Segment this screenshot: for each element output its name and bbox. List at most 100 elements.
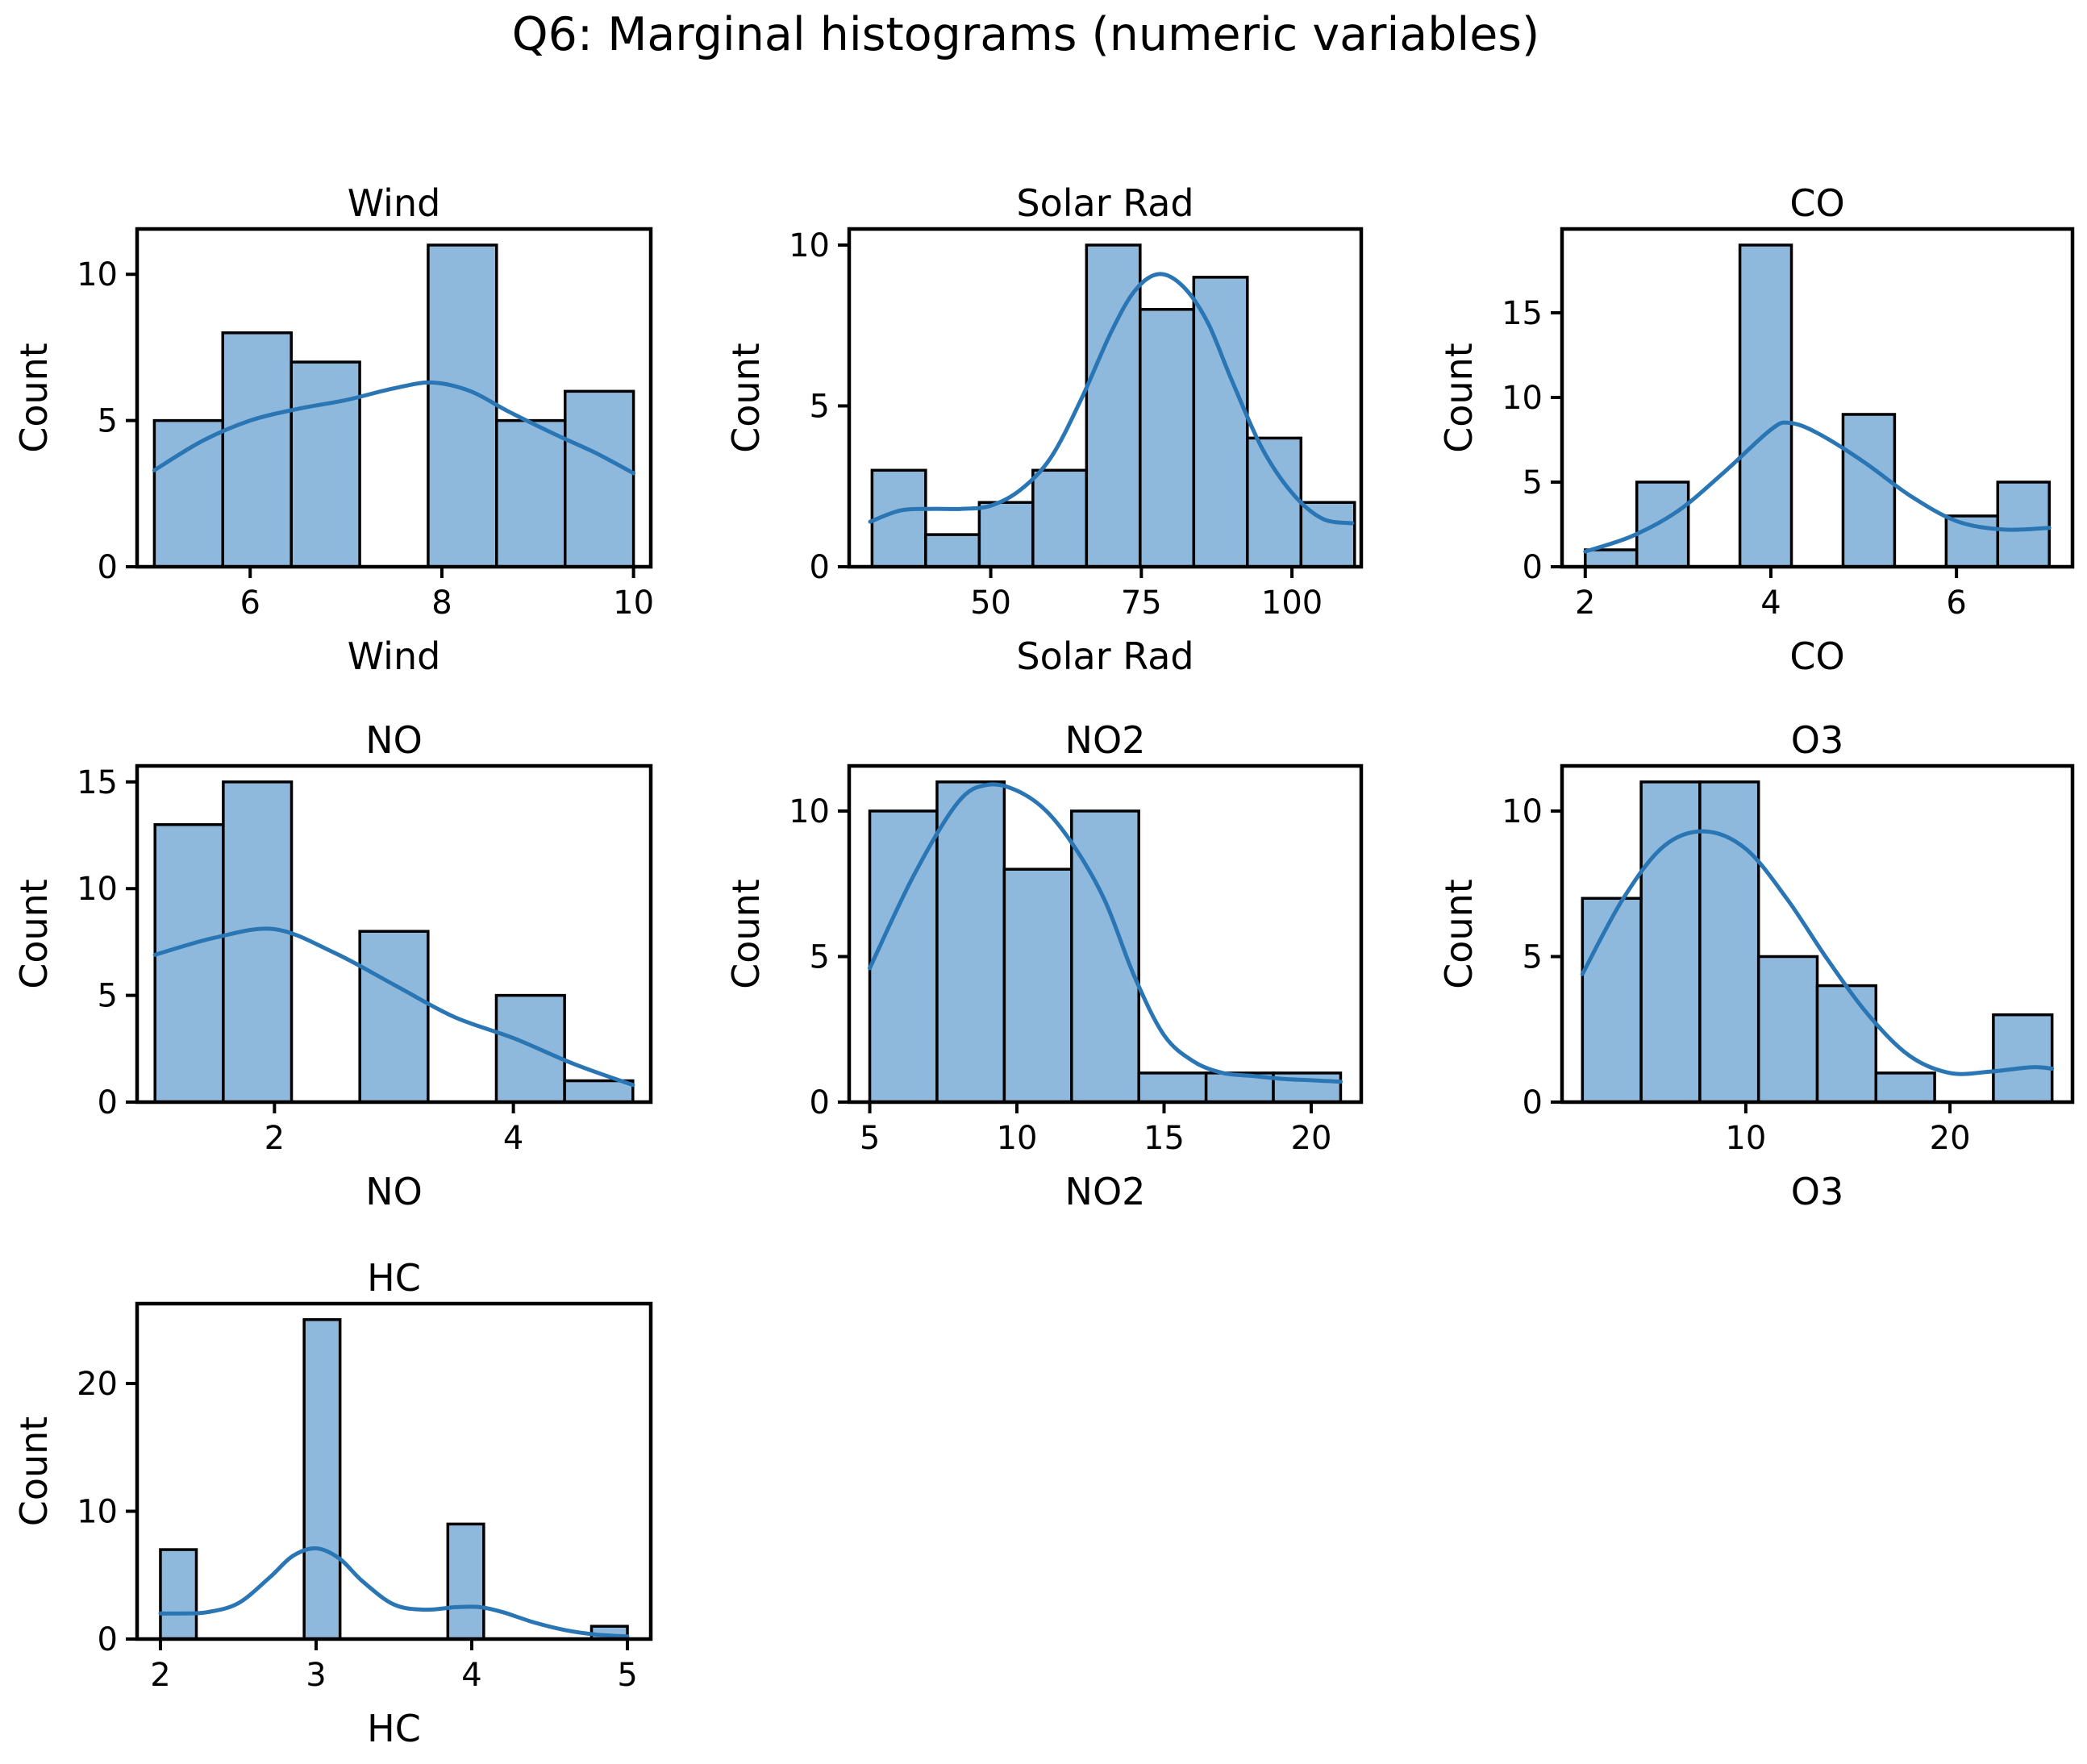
y-tick-label: 15	[1502, 295, 1543, 332]
histogram-bar	[924, 533, 981, 568]
histogram-bar	[1635, 481, 1690, 568]
histogram-bar	[153, 823, 225, 1104]
subplot-o3: 10 20 0 5 10 O3 O3 Count	[1437, 718, 2075, 1213]
histogram-bar	[1992, 1013, 2054, 1104]
histogram-bar	[1639, 780, 1702, 1104]
axes-frame	[847, 763, 1364, 1105]
histogram-bar	[1756, 955, 1819, 1104]
y-axis-label: Count	[1437, 879, 1481, 989]
y-tick-label: 0	[98, 1621, 118, 1658]
x-tick-label: 2	[1575, 585, 1595, 622]
subplot-wind: 6 8 10 0 5 10 Wind Wind Count	[12, 181, 654, 678]
subplot-title: NO	[365, 718, 423, 762]
subplot-title: NO2	[1065, 718, 1146, 762]
x-tick-label: 10	[997, 1120, 1038, 1157]
y-tick-label: 5	[98, 978, 118, 1015]
axes-frame	[847, 227, 1364, 569]
histogram-bar	[290, 360, 361, 568]
histogram-bar	[358, 930, 430, 1104]
histogram-bar	[1581, 897, 1643, 1104]
histogram-bar	[935, 780, 1006, 1104]
kde-curve	[158, 1546, 630, 1639]
histogram-bar	[152, 418, 224, 568]
x-tick-label: 75	[1121, 585, 1162, 622]
kde-curve	[1580, 829, 2055, 1076]
subplot-no: 2 4 0 5 10 15 NO NO Count	[12, 718, 653, 1213]
histogram-bar	[1002, 867, 1073, 1104]
x-tick-label: 50	[970, 585, 1011, 622]
y-axis-label: Count	[724, 879, 768, 989]
figure-title: Q6: Marginal histograms (numeric variabl…	[512, 8, 1539, 61]
y-axis-label: Count	[12, 1417, 56, 1527]
x-tick-label: 4	[503, 1120, 523, 1157]
x-tick-label: 2	[150, 1657, 170, 1694]
y-tick-label: 0	[1523, 549, 1543, 586]
x-tick-label: 2	[265, 1120, 285, 1157]
subplot-title: HC	[367, 1256, 421, 1300]
histogram-bar	[1031, 468, 1089, 568]
y-tick-label: 5	[98, 403, 118, 440]
y-axis-label: Count	[724, 343, 768, 453]
histogram-bar	[563, 1079, 635, 1104]
x-tick-label: 6	[1946, 585, 1966, 622]
y-tick-label: 10	[77, 1494, 118, 1531]
axes-frame	[135, 1301, 653, 1641]
histogram-bar	[1738, 243, 1793, 568]
x-tick-label: 3	[306, 1657, 326, 1694]
y-tick-label: 0	[810, 1084, 830, 1121]
histogram-bar	[302, 1318, 342, 1641]
x-tick-label: 5	[617, 1657, 637, 1694]
histogram-bar	[446, 1522, 485, 1641]
histogram-bar	[1815, 984, 1878, 1104]
y-tick-label: 10	[77, 256, 118, 293]
kde-curve	[1583, 420, 2052, 554]
subplot-solar-rad: 50 75 100 0 5 10 Solar Rad Solar Rad Count	[724, 181, 1364, 678]
y-tick-label: 10	[789, 227, 830, 264]
histogram-bar	[1584, 548, 1639, 568]
y-tick-label: 5	[810, 388, 830, 425]
kde-curve	[152, 926, 635, 1088]
histogram-bar	[159, 1548, 198, 1641]
y-tick-label: 0	[810, 549, 830, 586]
histogram-bar	[1246, 436, 1303, 568]
x-tick-label: 15	[1143, 1120, 1185, 1157]
histogram-bar	[977, 501, 1035, 568]
y-tick-label: 10	[77, 871, 118, 908]
histogram-bar	[427, 243, 498, 568]
histogram-bar	[1996, 481, 2051, 568]
y-tick-label: 0	[1523, 1084, 1543, 1121]
subplot-title: Solar Rad	[1016, 181, 1193, 225]
subplot-hc: 2 3 4 5 0 10 20 HC HC Count	[12, 1256, 653, 1750]
x-axis-label: NO	[365, 1170, 423, 1213]
y-tick-label: 5	[1523, 464, 1543, 501]
y-tick-label: 5	[1523, 938, 1543, 976]
y-tick-label: 20	[77, 1366, 118, 1403]
y-tick-label: 0	[98, 549, 118, 586]
histogram-bar	[222, 780, 294, 1104]
x-axis-label: NO2	[1065, 1170, 1146, 1213]
subplot-title: O3	[1791, 718, 1843, 762]
kde-curve	[152, 380, 636, 476]
y-tick-label: 10	[1502, 793, 1543, 830]
subplot-title: CO	[1789, 181, 1844, 225]
histogram-bar	[1698, 780, 1760, 1104]
histogram-bar	[868, 809, 939, 1104]
histogram-bar	[494, 993, 566, 1104]
y-tick-label: 10	[1502, 380, 1543, 417]
histogram-bar	[1874, 1071, 1936, 1104]
x-tick-label: 4	[1760, 585, 1781, 622]
y-tick-label: 15	[77, 764, 118, 801]
subplot-title: Wind	[348, 181, 441, 225]
histogram-bar	[221, 331, 293, 568]
y-tick-label: 10	[789, 793, 830, 830]
subplot-co: 2 4 6 0 5 10 15 CO CO Count	[1437, 181, 2075, 678]
histogram-bar	[1137, 1071, 1208, 1104]
histogram-bar	[1139, 308, 1196, 568]
kde-curve	[868, 272, 1355, 526]
histogram-bar	[495, 418, 567, 568]
y-axis-label: Count	[1437, 343, 1481, 453]
x-axis-label: CO	[1789, 634, 1844, 678]
histogram-bar	[1841, 413, 1897, 568]
